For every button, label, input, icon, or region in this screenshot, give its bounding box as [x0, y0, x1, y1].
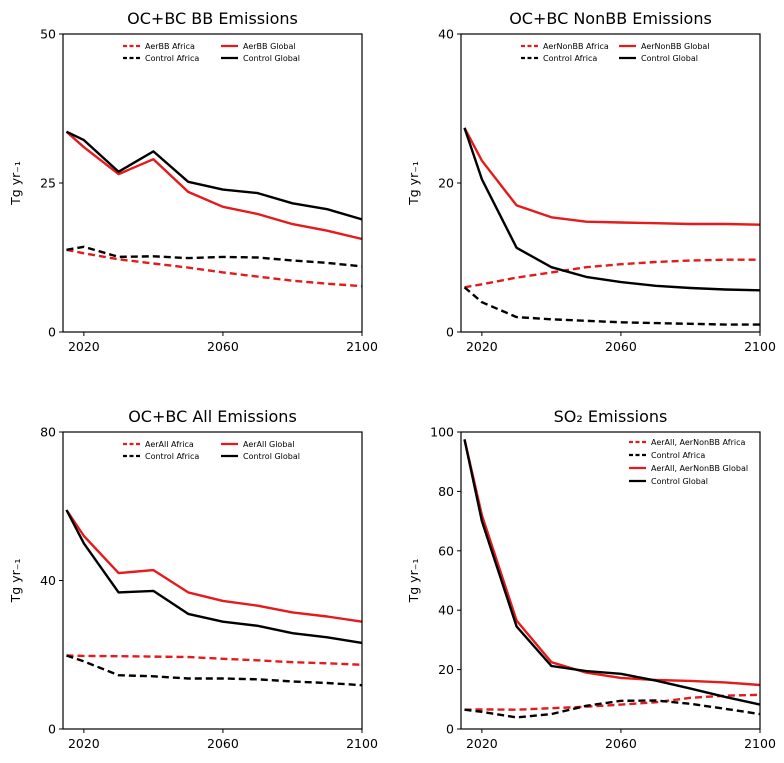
chart-title: OC+BC BB Emissions	[127, 9, 298, 28]
legend-label: Control Africa	[145, 54, 199, 63]
series-line-aernonbb-africa	[464, 258, 760, 289]
x-tick-label: 2060	[605, 339, 637, 354]
y-tick-label: 0	[48, 325, 56, 340]
y-tick-label: 25	[40, 176, 56, 191]
chart-title: OC+BC NonBB Emissions	[509, 9, 712, 28]
y-tick-label: 0	[446, 325, 454, 340]
legend-label: AerAll Global	[243, 440, 295, 449]
legend-label: Control Global	[243, 54, 300, 63]
x-tick-label: 2060	[207, 339, 239, 354]
legend: AerAll, AerNonBB Africa Control Africa Aer…	[629, 438, 748, 486]
series-line-aerbb-africa	[66, 248, 363, 288]
y-tick-label: 40	[438, 27, 454, 42]
series-line-control-africa	[464, 699, 761, 719]
y-axis-label: Tg yr₋₁	[8, 559, 23, 604]
chart-title: OC+BC All Emissions	[128, 407, 297, 426]
series-line-aerbb-global	[65, 130, 363, 241]
legend: AerNonBB Africa AerNonBB Global Control Af…	[521, 42, 710, 63]
y-tick-label: 40	[438, 603, 454, 618]
legend-label: AerNonBB Global	[641, 42, 710, 51]
x-tick-label: 2020	[68, 339, 100, 354]
y-axis-label: Tg yr₋₁	[8, 161, 23, 206]
series-line-aerall-africa	[66, 654, 363, 666]
x-tick-label: 2060	[605, 736, 637, 751]
chart-title: SO₂ Emissions	[554, 407, 668, 426]
y-tick-label: 50	[40, 27, 56, 42]
series-line-control-africa	[463, 286, 760, 326]
legend: AerBB Africa AerBB Global Control Africa Co…	[123, 42, 300, 63]
x-tick-label: 2100	[346, 736, 378, 751]
y-tick-label: 20	[438, 662, 454, 677]
y-tick-label: 80	[438, 484, 454, 499]
chart-panel-3: OC+BC All Emissions Tg yr₋₁ 2020 2060 2100 0 4…	[8, 407, 378, 751]
series-line-control-global	[463, 439, 761, 706]
series-line-control-africa	[66, 245, 363, 268]
series-line-control-global	[65, 509, 363, 645]
series-line-control-global	[463, 127, 761, 292]
legend-label: Control Global	[651, 477, 708, 486]
plot-frame	[460, 431, 761, 730]
legend: AerAll Africa AerAll Global Control Africa…	[123, 440, 300, 461]
legend-label: Control Africa	[145, 452, 199, 461]
legend-label: AerAll, AerNonBB Africa	[651, 438, 745, 447]
y-tick-label: 100	[430, 425, 454, 440]
legend-label: Control Global	[243, 452, 300, 461]
legend-label: Control Africa	[543, 54, 597, 63]
legend-label: AerNonBB Africa	[543, 42, 609, 51]
x-tick-label: 2100	[346, 339, 378, 354]
x-tick-label: 2100	[744, 736, 776, 751]
series-line-control-global	[65, 130, 363, 221]
y-tick-label: 0	[446, 722, 454, 737]
series-line-aerall-aernonbb-africa	[464, 693, 761, 711]
y-tick-label: 20	[438, 176, 454, 191]
legend-label: Control Global	[641, 54, 698, 63]
y-axis-label: Tg yr₋₁	[406, 161, 421, 206]
legend-label: Control Africa	[651, 451, 705, 460]
y-axis-label: Tg yr₋₁	[406, 559, 421, 604]
chart-panel-4: SO₂ Emissions Tg yr₋₁ 2020 2060 2100 0 20 40 60 8…	[406, 407, 776, 751]
y-tick-label: 40	[40, 573, 56, 588]
x-tick-label: 2060	[207, 736, 239, 751]
y-tick-label: 80	[40, 425, 56, 440]
legend-label: AerBB Africa	[145, 42, 195, 51]
x-tick-label: 2020	[68, 736, 100, 751]
chart-panel-2: OC+BC NonBB Emissions Tg yr₋₁ 2020 2060 2100…	[406, 9, 776, 354]
x-tick-label: 2100	[744, 339, 776, 354]
series-line-control-africa	[66, 654, 363, 687]
plot-frame	[62, 431, 363, 730]
y-tick-label: 60	[438, 543, 454, 558]
plot-frame	[460, 33, 761, 333]
x-tick-label: 2020	[466, 736, 498, 751]
series-line-aerall-global	[65, 509, 363, 623]
legend-label: AerBB Global	[243, 42, 296, 51]
series-line-aernonbb-global	[463, 127, 761, 226]
plot-frame	[62, 33, 363, 333]
legend-label: AerAll Africa	[145, 440, 194, 449]
legend-label: AerAll, AerNonBB Global	[651, 464, 748, 473]
x-tick-label: 2020	[466, 339, 498, 354]
y-tick-label: 0	[48, 722, 56, 737]
chart-panel-1: OC+BC BB Emissions Tg yr₋₁ 2020 2060 2100 0 25…	[8, 9, 378, 354]
series-line-aerall-aernonbb-global	[463, 439, 761, 687]
